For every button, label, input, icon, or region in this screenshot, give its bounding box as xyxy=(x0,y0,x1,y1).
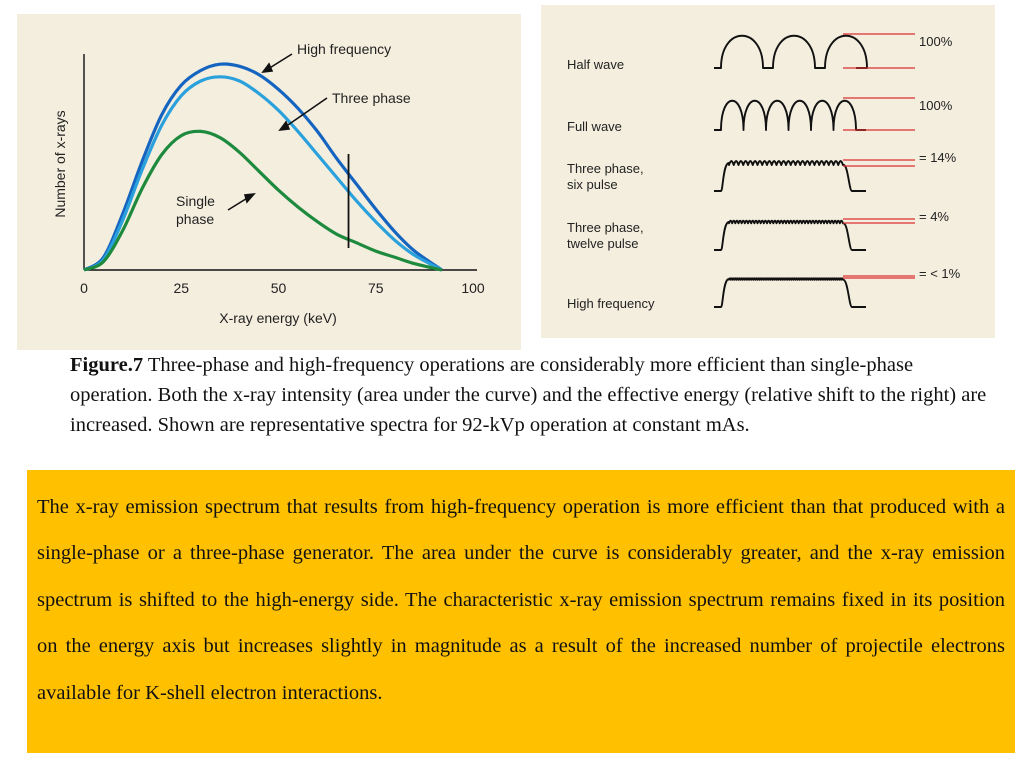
ripple-percent: = 14% xyxy=(919,150,957,165)
voltage-waveform xyxy=(714,277,866,308)
waveform-row: Half wave 100% xyxy=(567,33,953,72)
waveform-row: Three phase,six pulse = 14% xyxy=(567,150,957,192)
waveform-row: Full wave 100% xyxy=(567,97,953,134)
x-axis-label: X-ray energy (keV) xyxy=(219,310,336,326)
arrowhead-three-phase xyxy=(278,120,291,131)
highlight-note-box: The x-ray emission spectrum that results… xyxy=(27,470,1015,753)
waveform-figure: Half wave 100% Full wave 100% Three phase, si… xyxy=(541,5,995,338)
figure-caption: Figure.7 Three-phase and high-frequency … xyxy=(70,350,1000,440)
y-axis-label: Number of x-rays xyxy=(52,110,68,217)
waveform-row: Three phase,twelve pulse = 4% xyxy=(567,209,949,251)
x-tick-label: 50 xyxy=(271,280,287,296)
arrow-three-phase xyxy=(284,97,328,128)
waveform-label: six pulse xyxy=(567,177,618,192)
spectrum-chart: Number of x-rays X-ray energy (keV) 0 25 5… xyxy=(52,41,485,326)
note-paragraph: The x-ray emission spectrum that results… xyxy=(37,496,1005,704)
ripple-percent: 100% xyxy=(919,98,953,113)
voltage-waveform xyxy=(714,100,866,131)
waveform-label: Half wave xyxy=(567,57,624,72)
x-tick-label: 25 xyxy=(173,280,189,296)
voltage-waveform xyxy=(714,34,868,69)
label-single-phase-line2: phase xyxy=(176,211,214,227)
label-three-phase: Three phase xyxy=(332,90,411,106)
x-tick-label: 75 xyxy=(368,280,384,296)
arrowhead-high-frequency xyxy=(261,62,274,73)
series-line-three-phase xyxy=(83,75,443,272)
waveform-row: High frequency = < 1% xyxy=(567,266,961,311)
caption-text: Three-phase and high-frequency operation… xyxy=(70,354,987,436)
arrow-high-frequency xyxy=(267,53,293,70)
series-line-single-phase xyxy=(83,129,443,272)
ripple-percent: = 4% xyxy=(919,209,949,224)
ripple-percent: = < 1% xyxy=(919,266,961,281)
x-tick-label: 0 xyxy=(80,280,88,296)
waveform-label: Three phase, xyxy=(567,161,644,176)
waveform-label: High frequency xyxy=(567,296,655,311)
label-single-phase-line1: Single xyxy=(176,193,215,209)
spectrum-figure: Number of x-rays X-ray energy (keV) 0 25 5… xyxy=(17,14,521,350)
voltage-waveform xyxy=(714,160,866,192)
ripple-percent: 100% xyxy=(919,34,953,49)
series-line-high-frequency xyxy=(83,62,443,272)
waveform-label: Three phase, xyxy=(567,220,644,235)
arrowhead-single-phase xyxy=(243,192,256,204)
waveform-label: Full wave xyxy=(567,119,622,134)
label-high-frequency: High frequency xyxy=(297,41,391,57)
caption-label: Figure.7 xyxy=(70,354,144,376)
waveform-label: twelve pulse xyxy=(567,236,639,251)
x-tick-label: 100 xyxy=(461,280,485,296)
voltage-waveform xyxy=(714,219,866,251)
